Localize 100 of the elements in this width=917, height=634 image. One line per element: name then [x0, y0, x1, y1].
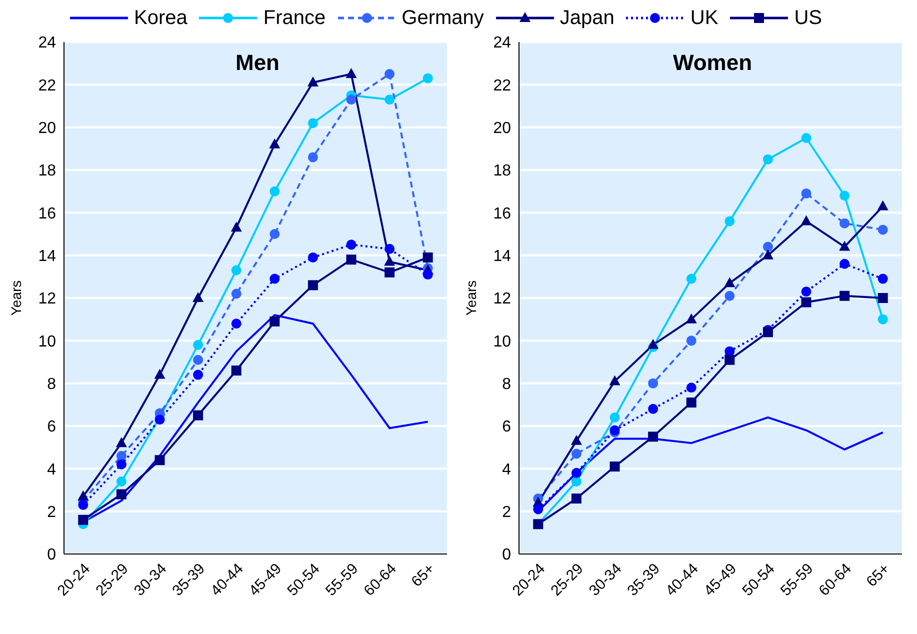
chart-title: Women [672, 50, 754, 76]
y-tick-label: 20 [493, 120, 512, 138]
legend-label: Japan [560, 6, 614, 30]
y-tick-label: 6 [47, 418, 56, 436]
point [878, 274, 888, 284]
point [346, 68, 357, 78]
point [878, 293, 888, 303]
point [648, 378, 658, 388]
point [154, 455, 165, 466]
point [78, 500, 88, 510]
y-tick-label: 16 [38, 205, 56, 222]
point [610, 462, 620, 472]
point [269, 138, 280, 148]
point [422, 252, 433, 262]
y-tick-label: 16 [493, 205, 512, 222]
y-axis-title: Years [8, 280, 24, 316]
point [308, 280, 318, 290]
point [686, 382, 696, 393]
point [648, 432, 658, 442]
point [384, 94, 395, 105]
point [231, 366, 242, 376]
y-axis-title: Years [462, 280, 479, 316]
y-tick-label: 6 [502, 418, 512, 436]
point [307, 76, 318, 87]
point [840, 218, 850, 228]
legend-label: UK [690, 6, 718, 30]
point [270, 229, 280, 239]
point [571, 468, 582, 478]
point [116, 459, 126, 470]
point [609, 375, 620, 386]
point [533, 504, 544, 514]
point [724, 354, 735, 365]
y-tick-label: 2 [47, 504, 56, 522]
point [724, 346, 735, 356]
point [801, 133, 812, 143]
point [762, 242, 773, 252]
point [801, 188, 812, 198]
y-tick-label: 2 [502, 504, 512, 522]
point [384, 256, 396, 266]
point [193, 340, 204, 350]
point [193, 370, 204, 380]
y-tick-label: 4 [502, 461, 512, 478]
point [610, 412, 620, 422]
point [78, 514, 88, 525]
y-tick-label: 8 [502, 376, 512, 394]
point [878, 224, 888, 235]
y-tick-label: 24 [493, 34, 512, 52]
point [422, 73, 433, 84]
legend-label: Germany [402, 6, 484, 30]
y-tick-label: 4 [47, 461, 56, 478]
x-tick-label: 65+ [863, 560, 894, 590]
point [154, 368, 166, 379]
y-tick-label: 0 [502, 546, 512, 564]
point [686, 336, 696, 346]
legend-label: US [794, 6, 822, 30]
point [686, 398, 696, 408]
point [230, 222, 242, 232]
point [346, 240, 356, 250]
y-tick-label: 12 [493, 290, 512, 308]
point [116, 450, 126, 461]
point [193, 354, 204, 365]
point [724, 216, 735, 226]
point [724, 290, 735, 301]
y-tick-label: 18 [38, 162, 56, 180]
y-tick-label: 20 [38, 120, 56, 138]
point [840, 290, 850, 301]
y-tick-label: 24 [38, 34, 56, 52]
point [801, 286, 812, 297]
point [308, 252, 318, 262]
point [384, 267, 395, 278]
point [762, 327, 773, 338]
chart-title: Men [234, 50, 280, 76]
y-tick-label: 18 [493, 162, 512, 180]
point [384, 244, 395, 254]
point [116, 489, 126, 500]
y-tick-label: 22 [38, 77, 56, 94]
y-tick-label: 10 [493, 333, 512, 350]
point [116, 437, 127, 448]
point [877, 200, 888, 210]
point [648, 404, 658, 414]
point [192, 292, 204, 302]
point [801, 297, 812, 308]
point [686, 274, 696, 284]
point [571, 476, 582, 486]
y-tick-label: 0 [47, 546, 56, 564]
point [422, 270, 433, 280]
point [648, 338, 659, 349]
legend-label: Korea [134, 6, 188, 30]
y-tick-label: 14 [493, 248, 512, 266]
point [839, 240, 850, 251]
point [571, 494, 582, 504]
point [270, 186, 280, 196]
point [762, 154, 773, 164]
point [800, 215, 812, 226]
point [840, 190, 850, 201]
point [270, 274, 280, 284]
point [840, 258, 850, 269]
point [571, 448, 582, 459]
x-tick-label: 65+ [408, 560, 438, 590]
legend-label: France [263, 6, 326, 30]
